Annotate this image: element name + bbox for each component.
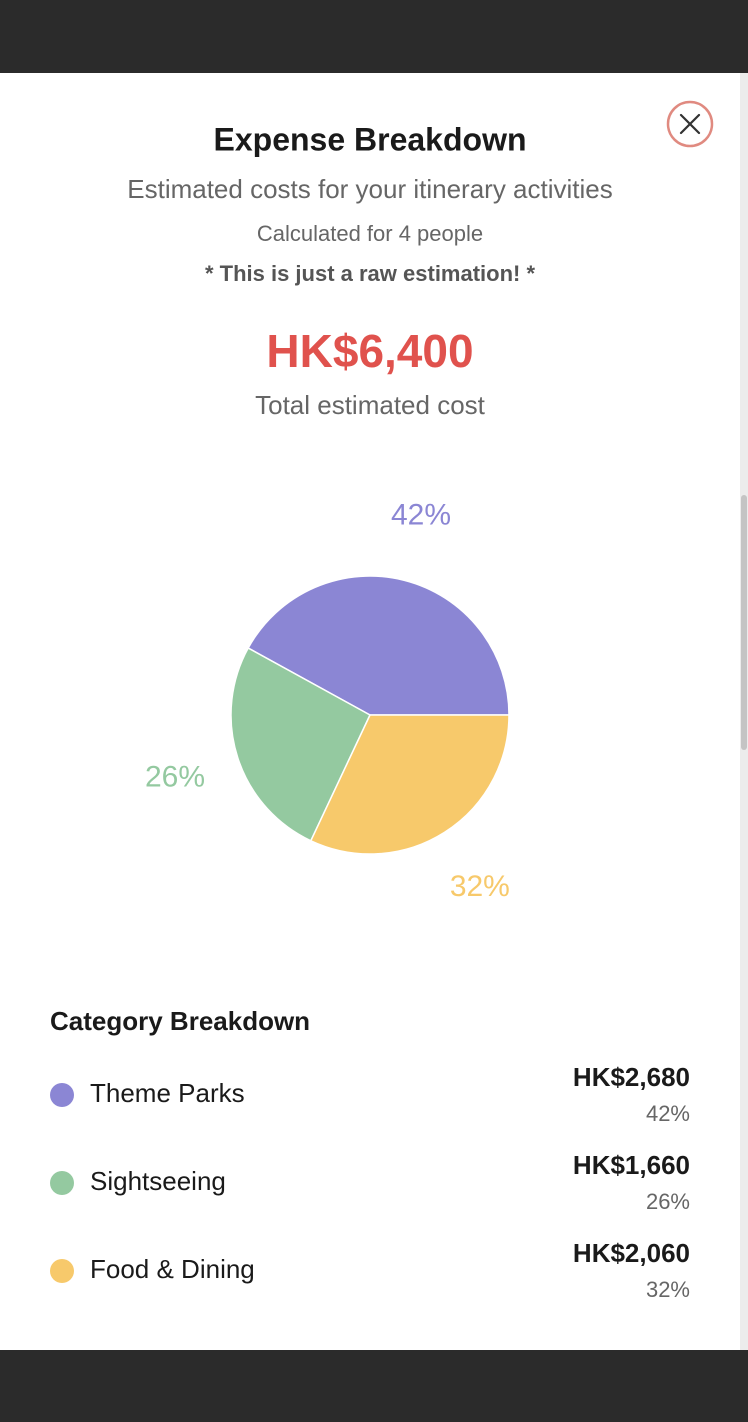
pie-slice [309,714,510,855]
category-amount: HK$2,060 [573,1238,690,1268]
subtitle: Estimated costs for your itinerary activ… [127,174,613,204]
category-percent: 26% [646,1189,690,1214]
pie-slice [247,575,510,716]
total-label: Total estimated cost [255,390,486,420]
category-percent: 42% [646,1101,690,1126]
category-name: Food & Dining [90,1254,255,1284]
legend-dot [50,1083,74,1107]
breakdown-title: Category Breakdown [50,1006,310,1036]
category-amount: HK$2,680 [573,1062,690,1092]
legend-dot [50,1259,74,1283]
pie-slice [230,647,371,842]
people-count: Calculated for 4 people [257,221,483,246]
category-name: Theme Parks [90,1078,245,1108]
category-amount: HK$1,660 [573,1150,690,1180]
note: * This is just a raw estimation! * [205,261,536,286]
legend-dot [50,1171,74,1195]
slice-label: 42% [391,498,451,531]
modal-title: Expense Breakdown [214,121,527,157]
total-cost: HK$6,400 [266,325,473,377]
scrollbar-thumb [741,495,747,750]
slice-label: 32% [450,870,510,903]
category-name: Sightseeing [90,1166,226,1196]
category-percent: 32% [646,1277,690,1302]
close-button[interactable] [666,100,714,148]
slice-label: 26% [145,760,205,793]
